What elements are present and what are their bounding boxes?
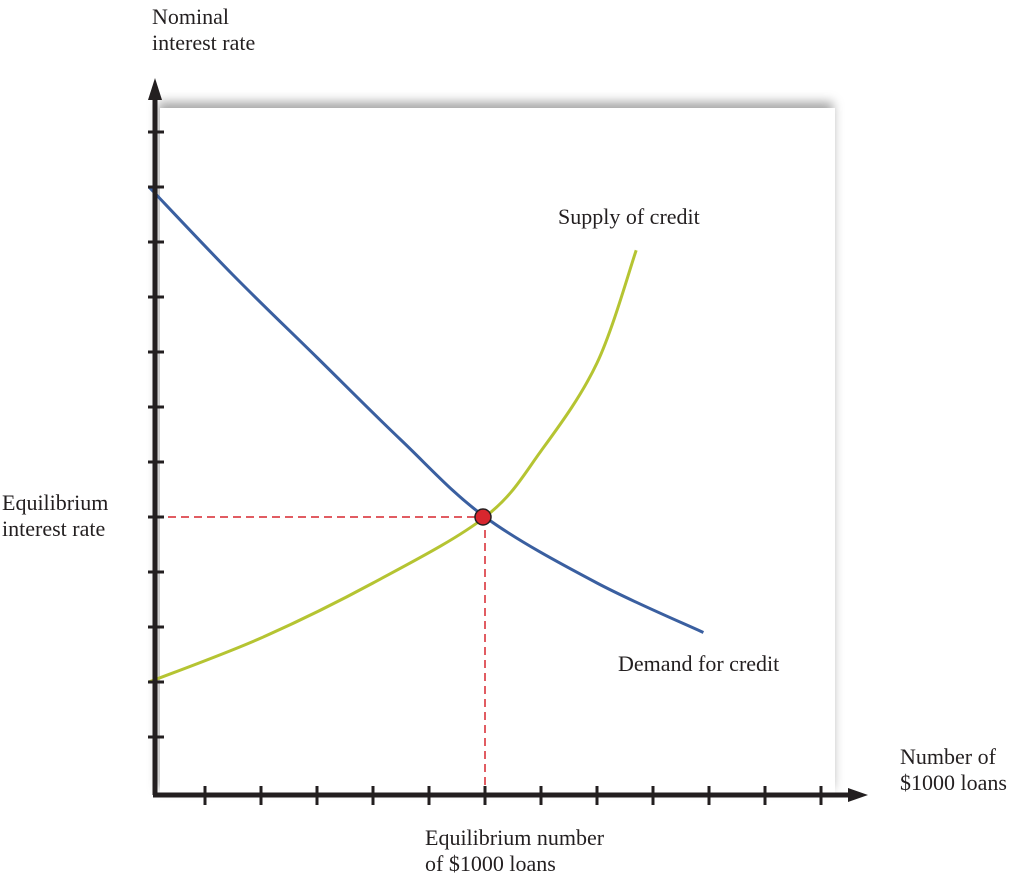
equilibrium-quantity-line2: of $1000 loans bbox=[425, 851, 556, 876]
y-axis-label: Nominal interest rate bbox=[152, 4, 255, 56]
demand-curve-label: Demand for credit bbox=[618, 651, 780, 676]
y-axis-arrow-icon bbox=[148, 78, 162, 100]
equilibrium-rate-line2: interest rate bbox=[2, 516, 106, 541]
equilibrium-rate-label: Equilibrium interest rate bbox=[2, 490, 108, 542]
demand-curve bbox=[147, 185, 705, 634]
y-axis-label-line2: interest rate bbox=[152, 30, 256, 55]
equilibrium-rate-line1: Equilibrium bbox=[2, 490, 109, 515]
equilibrium-point bbox=[474, 508, 492, 526]
supply-curve bbox=[148, 249, 638, 684]
x-axis-arrow-icon bbox=[848, 788, 868, 802]
x-axis-label-line1: Number of bbox=[900, 744, 996, 769]
x-axis-label-line2: $1000 loans bbox=[900, 770, 1007, 795]
supply-curve-label: Supply of credit bbox=[558, 204, 700, 229]
x-axis-label: Number of $1000 loans bbox=[900, 744, 1007, 796]
equilibrium-quantity-label: Equilibrium number of $1000 loans bbox=[425, 825, 604, 877]
y-axis-label-line1: Nominal bbox=[152, 4, 229, 29]
equilibrium-quantity-line1: Equilibrium number bbox=[425, 825, 605, 850]
plot-background bbox=[160, 108, 835, 795]
